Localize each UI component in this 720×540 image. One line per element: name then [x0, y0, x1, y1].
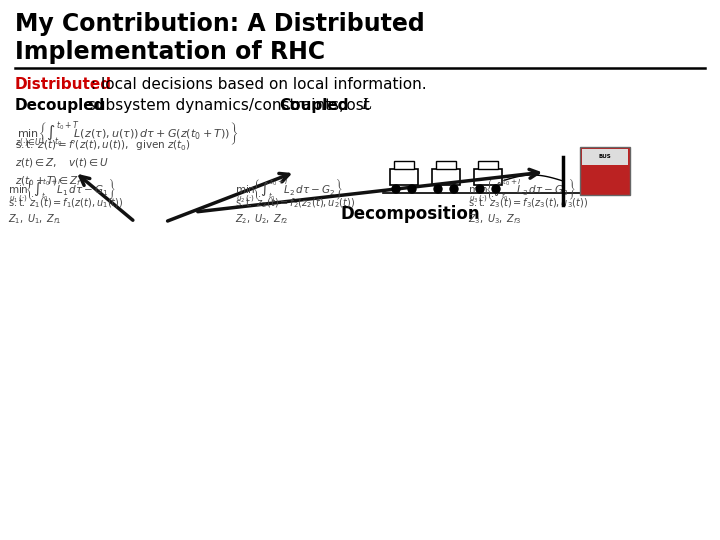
- Text: $\mathrm{s.t.}\;\dot{z}(t)=f'(z(t),u(t)),\;\;\mathrm{given}\;z(t_0)$: $\mathrm{s.t.}\;\dot{z}(t)=f'(z(t),u(t))…: [15, 138, 191, 153]
- Circle shape: [450, 185, 458, 193]
- Bar: [394, 161, 414, 169]
- Text: My Contribution: A Distributed: My Contribution: A Distributed: [15, 12, 425, 36]
- Text: Distributed: Distributed: [15, 77, 112, 92]
- Bar: [478, 161, 498, 169]
- Bar: [436, 161, 456, 169]
- Text: $\min_{u_3(\cdot)}\!\left\{\int_{t_0}^{t_0+l}\!\! L_3\,d\tau - G_3\right\}$: $\min_{u_3(\cdot)}\!\left\{\int_{t_0}^{t…: [468, 178, 576, 206]
- Text: Decomposition: Decomposition: [340, 205, 480, 223]
- Text: $z(t_0+T)\in Z_f$: $z(t_0+T)\in Z_f$: [15, 174, 82, 187]
- Bar: [580, 147, 630, 195]
- Text: $\mathrm{s.t.}\;\dot{z}_3(t)=f_3(z_3(t),u_3(t))$: $\mathrm{s.t.}\;\dot{z}_3(t)=f_3(z_3(t),…: [468, 195, 588, 210]
- Text: Coupled: Coupled: [279, 98, 348, 113]
- Text: $\min_{u_1(\cdot)}\!\left\{\int_{t_0}^{t_0+l}\!\! L_1\,d\tau - G_1\right\}$: $\min_{u_1(\cdot)}\!\left\{\int_{t_0}^{t…: [8, 178, 116, 206]
- Text: $z(t)\in Z,\quad v(t)\in U$: $z(t)\in Z,\quad v(t)\in U$: [15, 156, 109, 169]
- Text: $\min_{z(\cdot)\in U}\!\left\{\int_{t_0}^{t_0+T}\!\! L(z(\tau),u(\tau))\,d\tau +: $\min_{z(\cdot)\in U}\!\left\{\int_{t_0}…: [15, 120, 238, 150]
- Text: Implementation of RHC: Implementation of RHC: [15, 40, 325, 64]
- Text: $\min_{u_2(\cdot)}\!\left\{\int_{t_0}^{t_0+l}\!\! L_2\,d\tau - G_2\right\}$: $\min_{u_2(\cdot)}\!\left\{\int_{t_0}^{t…: [235, 178, 343, 206]
- Bar: [432, 169, 460, 185]
- Bar: [582, 149, 628, 165]
- Circle shape: [476, 185, 484, 193]
- Text: L: L: [361, 98, 371, 112]
- Circle shape: [434, 185, 442, 193]
- Text: subsystem dynamics/constraints,: subsystem dynamics/constraints,: [83, 98, 349, 113]
- Circle shape: [392, 185, 400, 193]
- Bar: [474, 169, 502, 185]
- Circle shape: [408, 185, 416, 193]
- Text: $\mathrm{s.t.}\;\dot{z}_2(t)=f_2(z_2(t),u_2(t))$: $\mathrm{s.t.}\;\dot{z}_2(t)=f_2(z_2(t),…: [235, 195, 355, 210]
- Circle shape: [492, 185, 500, 193]
- Bar: [390, 169, 418, 185]
- Text: $Z_3,\;U_3,\;Z_{f3}$: $Z_3,\;U_3,\;Z_{f3}$: [468, 212, 521, 226]
- Text: cost: cost: [333, 98, 374, 113]
- Text: : local decisions based on local information.: : local decisions based on local informa…: [91, 77, 427, 92]
- Text: BUS: BUS: [598, 154, 611, 159]
- Text: $\mathrm{s.t.}\;\dot{z}_1(t)=f_1(z(t),u_1(t))$: $\mathrm{s.t.}\;\dot{z}_1(t)=f_1(z(t),u_…: [8, 195, 123, 210]
- Text: Decoupled: Decoupled: [15, 98, 105, 113]
- Text: $Z_2,\;U_2,\;Z_{f2}$: $Z_2,\;U_2,\;Z_{f2}$: [235, 212, 288, 226]
- Text: $Z_1,\;U_1,\;Z_{f1}$: $Z_1,\;U_1,\;Z_{f1}$: [8, 212, 61, 226]
